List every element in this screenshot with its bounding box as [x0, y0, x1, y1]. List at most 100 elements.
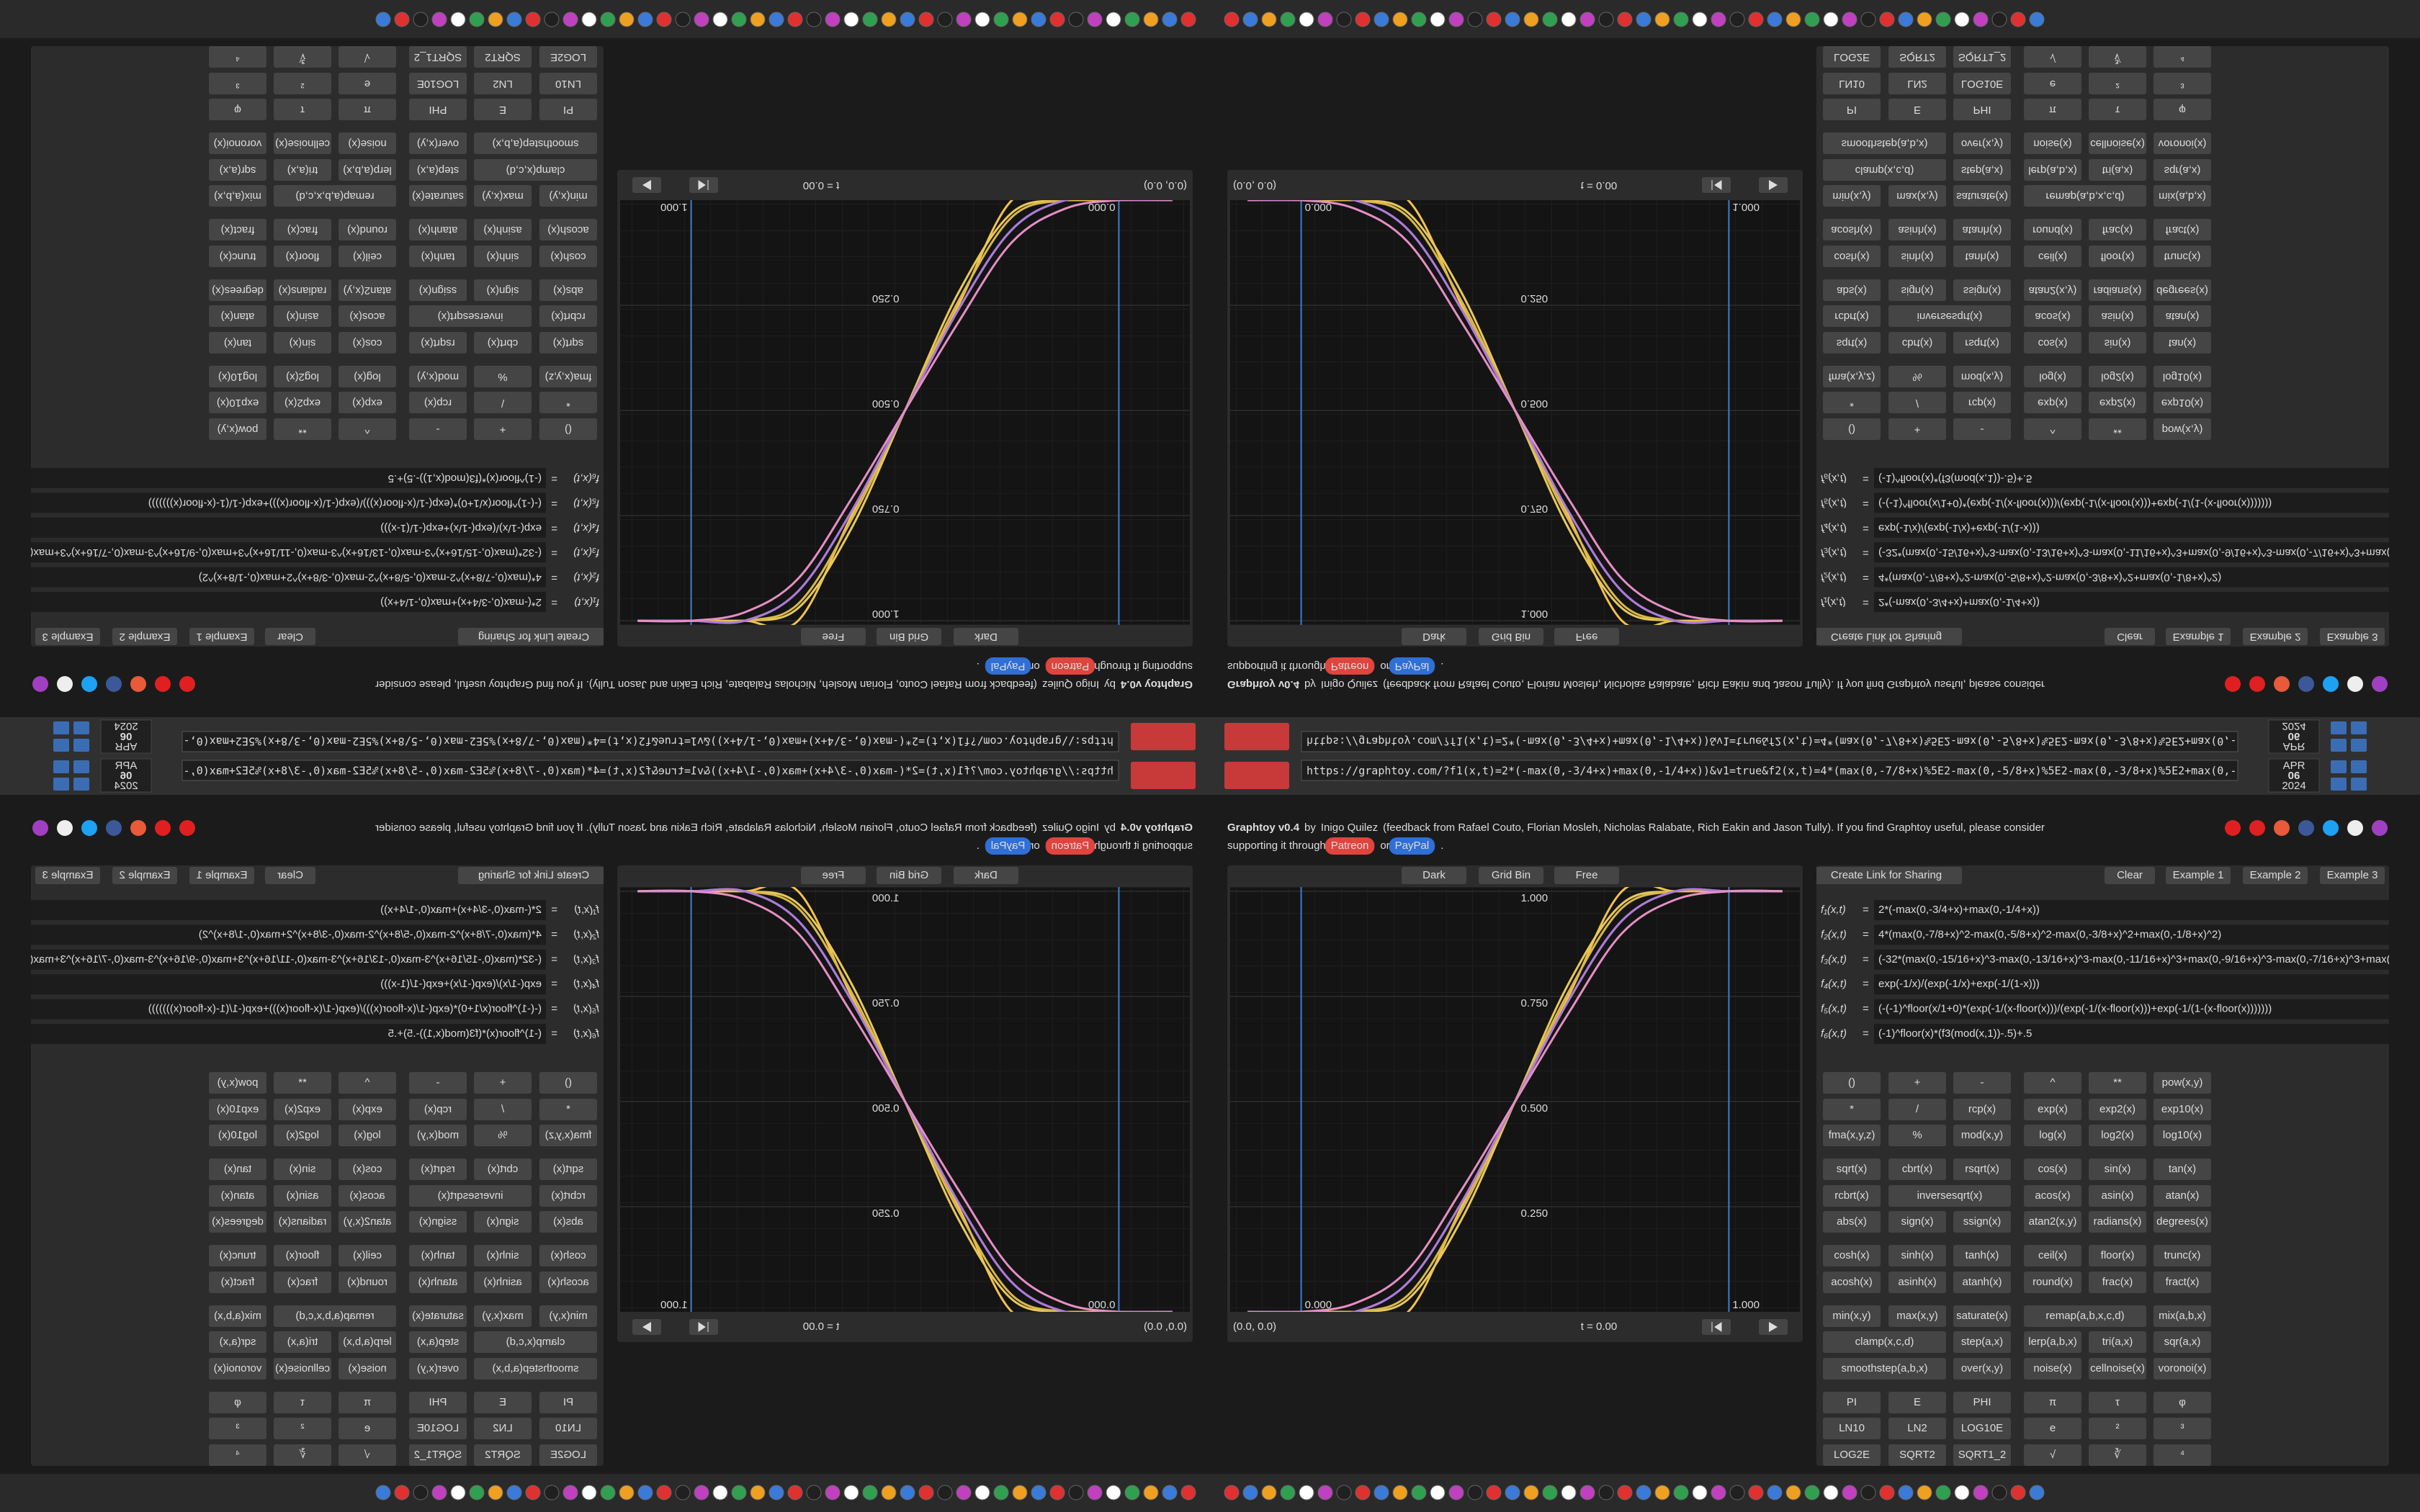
keypad-label[interactable]: inversesqrt(x) — [1917, 1189, 1983, 1202]
taskbar-icon[interactable] — [993, 12, 1009, 27]
keypad-button[interactable] — [2154, 1072, 2211, 1094]
taskbar-icon[interactable] — [1143, 1485, 1159, 1500]
formula-input[interactable] — [1874, 949, 2393, 970]
formula-text[interactable]: (-(-1)^floor(x/1+0)*(exp(-1/(x-floor(x))… — [1878, 497, 2272, 509]
keypad-button[interactable] — [1888, 332, 1946, 354]
keypad-button[interactable] — [1823, 418, 1881, 440]
keypad-button[interactable] — [539, 332, 597, 354]
keypad-label[interactable]: PI — [1847, 104, 1857, 116]
keypad-button[interactable] — [1823, 1211, 1881, 1233]
keypad-button[interactable] — [209, 366, 266, 387]
keypad-label[interactable]: SQRT2 — [1899, 51, 1935, 63]
keypad-button[interactable] — [2089, 1444, 2146, 1466]
keypad-button[interactable] — [274, 1392, 331, 1413]
keypad-button[interactable] — [274, 99, 331, 120]
keypad-button[interactable] — [1888, 366, 1946, 387]
keypad-button[interactable] — [339, 418, 396, 440]
keypad-label[interactable]: + — [499, 423, 506, 436]
keypad-button[interactable] — [1953, 132, 2011, 154]
keypad-label[interactable]: PHI — [429, 104, 447, 116]
taskbar-icon[interactable] — [1049, 12, 1065, 27]
paypal-button-pill[interactable] — [1389, 837, 1435, 855]
keypad-button[interactable] — [2024, 392, 2081, 413]
keypad-label[interactable]: tanh(x) — [1966, 1249, 1999, 1261]
keypad-button[interactable] — [2024, 279, 2081, 301]
formula-input[interactable] — [27, 999, 546, 1020]
keypad-button[interactable] — [1888, 1272, 1946, 1293]
panel-button[interactable] — [2105, 867, 2155, 884]
keypad-button[interactable] — [2089, 418, 2146, 440]
keypad-label[interactable]: radians(x) — [279, 1215, 327, 1228]
keypad-button[interactable] — [274, 279, 331, 301]
keypad-button[interactable] — [1953, 246, 2011, 267]
keypad-button[interactable] — [1953, 1072, 2011, 1094]
browser-button[interactable] — [2331, 739, 2347, 752]
taskbar-icon[interactable] — [619, 12, 635, 27]
keypad-label[interactable]: cbrt(x) — [1902, 337, 1933, 349]
keypad-label[interactable]: acos(x) — [2035, 310, 2070, 323]
keypad-button[interactable] — [539, 1211, 597, 1233]
taskbar-icon[interactable] — [1049, 1485, 1065, 1500]
keypad-label[interactable]: exp10(x) — [217, 397, 259, 409]
social-icon[interactable] — [2372, 676, 2388, 692]
keypad-label[interactable]: asin(x) — [2101, 1189, 2133, 1202]
keypad-button[interactable] — [2154, 305, 2211, 327]
keypad-label[interactable]: remap(a,b,x,c,d) — [295, 1310, 374, 1322]
keypad-label[interactable]: step(a,x) — [1961, 1336, 2003, 1348]
keypad-label[interactable]: / — [1916, 397, 1919, 409]
keypad-label[interactable]: % — [498, 1129, 507, 1141]
taskbar-icon[interactable] — [843, 1485, 859, 1500]
paypal-button[interactable]: PayPal — [1395, 840, 1430, 852]
keypad-button[interactable] — [274, 1418, 331, 1439]
browser-button[interactable] — [73, 778, 89, 791]
taskbar-icon[interactable] — [881, 12, 897, 27]
keypad-label[interactable]: lerp(a,b,x) — [343, 1336, 392, 1348]
keypad-label[interactable]: sinh(x) — [486, 251, 519, 263]
keypad-button[interactable] — [539, 46, 597, 68]
formula-input[interactable] — [1874, 567, 2393, 588]
keypad-button[interactable] — [2024, 366, 2081, 387]
taskbar-icon[interactable] — [974, 1485, 990, 1500]
taskbar-icon[interactable] — [1505, 1485, 1520, 1500]
keypad-label[interactable]: SQRT1_2 — [1958, 1449, 2006, 1461]
keypad-button[interactable] — [409, 1272, 467, 1293]
taskbar-icon[interactable] — [1654, 1485, 1670, 1500]
keypad-label[interactable]: abs(x) — [553, 284, 583, 297]
keypad-label[interactable]: tri(a,x) — [2102, 1336, 2133, 1348]
taskbar-icon[interactable] — [731, 1485, 747, 1500]
social-icon[interactable] — [2274, 676, 2290, 692]
taskbar-icon[interactable] — [1898, 12, 1914, 27]
keypad-label[interactable]: clamp(x,c,d) — [506, 164, 565, 176]
plot-button-label[interactable]: Dark — [1422, 869, 1446, 881]
keypad-label[interactable]: LN10 — [555, 1422, 581, 1434]
plot-button-label[interactable]: Dark — [1422, 631, 1446, 643]
keypad-label[interactable]: - — [436, 423, 440, 436]
keypad-button[interactable] — [2024, 1245, 2081, 1266]
keypad-label[interactable]: rsqrt(x) — [421, 1163, 455, 1175]
keypad-button[interactable] — [1888, 1072, 1946, 1094]
taskbar-icon[interactable] — [1031, 1485, 1047, 1500]
keypad-label[interactable]: % — [1912, 371, 1922, 383]
social-icon[interactable] — [2298, 820, 2314, 836]
taskbar-icon[interactable] — [1087, 12, 1103, 27]
keypad-label[interactable]: cosh(x) — [1834, 251, 1869, 263]
keypad-button[interactable] — [539, 418, 597, 440]
taskbar-icon[interactable] — [1860, 12, 1876, 27]
keypad-label[interactable]: step(a,x) — [417, 164, 459, 176]
keypad-button[interactable] — [1888, 99, 1946, 120]
taskbar-icon[interactable] — [1673, 1485, 1689, 1500]
taskbar-icon[interactable] — [1748, 1485, 1764, 1500]
taskbar-icon[interactable] — [1804, 12, 1820, 27]
keypad-label[interactable]: cos(x) — [353, 1163, 382, 1175]
keypad-label[interactable]: max(x,y) — [482, 190, 524, 202]
taskbar-icon[interactable] — [993, 1485, 1009, 1500]
keypad-label[interactable]: atanh(x) — [418, 1276, 457, 1288]
keypad-button[interactable] — [2024, 418, 2081, 440]
plot-button-label[interactable]: Grid Bin — [1492, 869, 1531, 881]
taskbar-icon[interactable] — [1617, 12, 1633, 27]
browser-button[interactable] — [2351, 760, 2367, 773]
formula-input[interactable] — [1874, 999, 2393, 1020]
keypad-button[interactable] — [209, 1305, 266, 1327]
keypad-label[interactable]: log2(x) — [2101, 371, 2134, 383]
panel-button-label[interactable]: Example 2 — [2250, 869, 2301, 881]
